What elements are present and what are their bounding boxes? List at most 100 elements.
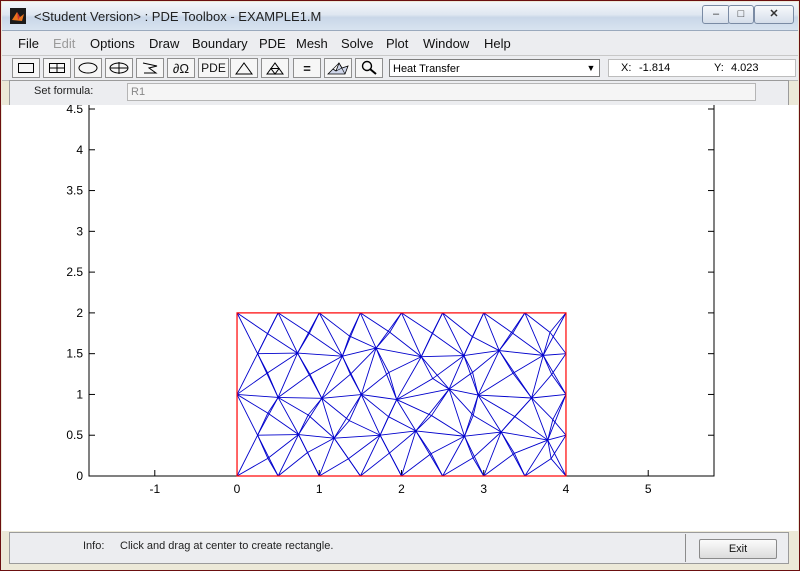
mesh-edge [277, 352, 298, 398]
mesh-edge [318, 437, 335, 477]
mesh-edge [401, 453, 432, 477]
mesh-edge [531, 355, 544, 399]
rectangle-icon[interactable] [12, 58, 40, 78]
maximize-icon[interactable]: □ [728, 5, 754, 24]
mesh-edge [267, 352, 298, 374]
mesh-edge [341, 335, 350, 357]
x-coord-label: X: [621, 62, 632, 74]
mesh-edge [375, 347, 422, 358]
mesh-edge [318, 312, 343, 357]
mesh-edge [267, 372, 279, 398]
mesh-edge [415, 430, 465, 437]
menu-plot[interactable]: Plot [386, 36, 409, 51]
menu-draw[interactable]: Draw [149, 36, 180, 51]
mesh-edge [277, 397, 309, 416]
info-label: Info: [83, 540, 105, 552]
mesh-edge [500, 416, 515, 433]
mesh-edge [514, 397, 532, 417]
status-divider [685, 534, 686, 562]
solve-icon[interactable]: = [293, 58, 321, 78]
mesh-edge [547, 394, 567, 441]
y-tick-label: 3 [76, 224, 83, 238]
menu-window[interactable]: Window [423, 36, 470, 51]
mesh-edge [379, 434, 390, 454]
mesh-edge [463, 355, 473, 373]
menu-boundary[interactable]: Boundary [192, 36, 248, 51]
mesh-edge [334, 434, 381, 439]
menu-mesh[interactable]: Mesh [296, 36, 328, 51]
mesh-edge [267, 333, 298, 354]
mesh-edge [257, 397, 279, 436]
polygon-icon[interactable] [136, 58, 164, 78]
mesh-edge [551, 353, 567, 375]
x-tick-label: 4 [563, 482, 570, 496]
application-value: Heat Transfer [393, 63, 460, 75]
geometry-axes[interactable]: -1 0 1 2 3 4 5 0 0.5 1 1.5 2 2.5 3 3.5 4 4.5 [2, 105, 798, 531]
axes-box [88, 105, 715, 477]
zoom-icon[interactable] [355, 58, 383, 78]
mesh-edge [277, 312, 298, 354]
pde-spec-icon[interactable]: PDE [198, 58, 229, 78]
plot-area[interactable]: -1 0 1 2 3 4 5 0 0.5 1 1.5 2 2.5 3 3.5 4 4.5 [2, 105, 798, 531]
init-mesh-icon[interactable] [230, 58, 258, 78]
mesh-edge [257, 412, 269, 436]
mesh-edge [360, 394, 389, 418]
mesh-edge [472, 414, 502, 433]
mesh-edge [349, 374, 362, 395]
title-bar[interactable]: <Student Version> : PDE Toolbox - EXAMPL… [2, 2, 798, 31]
exit-button[interactable]: Exit [699, 539, 777, 559]
ellipse-icon[interactable] [74, 58, 102, 78]
close-icon[interactable]: ✕ [754, 5, 794, 24]
mesh-edge [349, 312, 361, 337]
set-formula-input[interactable]: R1 [127, 83, 756, 101]
center-ellipse-icon[interactable] [105, 58, 133, 78]
y-tick-label: 2 [76, 306, 83, 320]
status-bar: Info: Click and drag at center to create… [9, 532, 789, 564]
menu-pde[interactable]: PDE [259, 36, 286, 51]
mesh-edge [236, 394, 269, 414]
mesh-edge [307, 437, 335, 453]
mesh-edge [542, 332, 551, 356]
mesh-edge [542, 355, 553, 375]
mesh-edge [542, 355, 567, 395]
minimize-icon[interactable]: – [702, 5, 730, 24]
mesh-edge [349, 335, 377, 349]
mesh-edge [333, 437, 349, 460]
mesh-edge [388, 372, 398, 400]
plot-icon[interactable] [324, 58, 352, 78]
mesh-edge [401, 312, 422, 357]
mesh-edge [321, 355, 343, 399]
menu-help[interactable]: Help [484, 36, 511, 51]
menu-file[interactable]: File [18, 36, 39, 51]
menu-options[interactable]: Options [90, 36, 135, 51]
refine-mesh-icon[interactable] [261, 58, 289, 78]
mesh-edge [512, 312, 526, 334]
chevron-down-icon[interactable]: ▼ [586, 63, 596, 73]
mesh-edge [375, 331, 391, 349]
mesh-edge [464, 394, 479, 437]
mesh-edge [432, 378, 450, 390]
mesh-edge [464, 436, 485, 477]
mesh-edge [349, 420, 381, 436]
mesh-edge [547, 439, 567, 477]
mesh-edge [448, 388, 474, 416]
mesh-edge [348, 434, 381, 460]
y-tick-label: 1 [76, 387, 83, 401]
mesh-edge [472, 394, 479, 416]
mesh-edge [267, 312, 279, 334]
mesh-edge [477, 372, 514, 396]
mesh-edge [442, 457, 474, 477]
menu-edit[interactable]: Edit [53, 36, 76, 51]
y-tick-label: 4.5 [66, 105, 83, 116]
center-rectangle-icon[interactable] [43, 58, 71, 78]
mesh-edge [512, 372, 532, 399]
mesh-edge [421, 355, 464, 358]
mesh-edge [543, 353, 567, 356]
boundary-mode-icon[interactable]: ∂Ω [167, 58, 195, 78]
mesh-edge [380, 430, 416, 436]
mesh-edge [236, 394, 258, 436]
mesh-edge [432, 332, 465, 356]
application-select[interactable]: Heat Transfer ▼ [389, 59, 600, 77]
set-formula-label: Set formula: [34, 85, 94, 97]
menu-solve[interactable]: Solve [341, 36, 374, 51]
